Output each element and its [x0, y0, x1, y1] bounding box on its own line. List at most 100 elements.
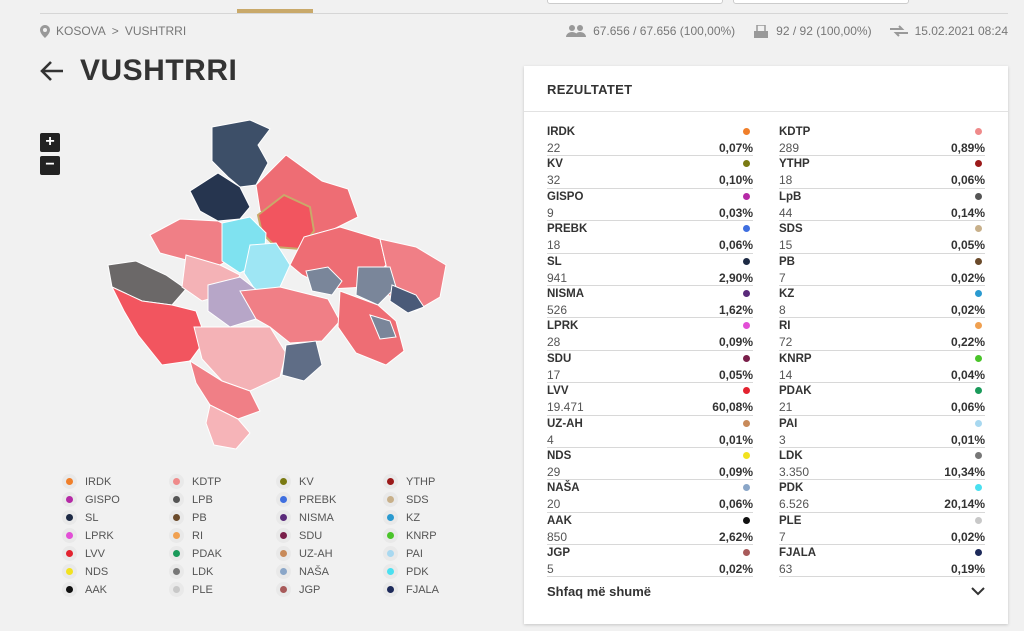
region-south-tip[interactable]	[205, 404, 251, 450]
party-name: PDAK	[779, 385, 812, 398]
legend-swatch	[62, 546, 77, 561]
party-percent: 0,01%	[718, 432, 753, 447]
region-pristina-pdk[interactable]	[243, 242, 291, 292]
region-south-east-ldk[interactable]	[369, 314, 397, 340]
legend-item[interactable]: SL	[62, 509, 169, 526]
region-east-fjala[interactable]	[389, 284, 425, 314]
region-south-ldk[interactable]	[281, 340, 323, 382]
party-percent: 0,04%	[950, 367, 985, 382]
top-dropdown-right[interactable]	[733, 0, 909, 4]
legend-item[interactable]: NAŠA	[276, 563, 383, 580]
region-south-center[interactable]	[193, 326, 287, 392]
legend-label: NDS	[85, 565, 109, 578]
party-color-dot	[743, 192, 750, 200]
zoom-out-button[interactable]: −	[40, 156, 60, 175]
region-north-west-sl[interactable]	[189, 172, 251, 222]
legend-label: LVV	[85, 547, 105, 560]
legend-item[interactable]: LVV	[62, 545, 169, 562]
legend-item[interactable]: PDAK	[169, 545, 276, 562]
party-name: GISPO	[547, 190, 584, 203]
legend-item[interactable]: KZ	[383, 509, 490, 526]
legend-item[interactable]: LPRK	[62, 527, 169, 544]
region-east-ldk-2[interactable]	[355, 266, 397, 306]
results-panel: REZULTATET IRDK 22 0,07% KV 32 0,10% GISPO 9 0,0…	[524, 66, 1008, 624]
back-arrow-icon[interactable]	[40, 60, 64, 82]
legend-swatch	[62, 510, 77, 525]
party-name: IRDK	[547, 126, 576, 138]
legend-item[interactable]: AAK	[62, 581, 169, 598]
legend-item[interactable]: YTHP	[383, 473, 490, 490]
region-west-large[interactable]	[110, 285, 207, 366]
legend-label: LDK	[192, 565, 214, 578]
region-south-east[interactable]	[337, 290, 405, 366]
party-percent: 0,06%	[950, 173, 985, 188]
legend-swatch	[169, 474, 184, 489]
legend-item[interactable]: GISPO	[62, 491, 169, 508]
legend-item[interactable]: NISMA	[276, 509, 383, 526]
legend-item[interactable]: PREBK	[276, 491, 383, 508]
legend-swatch	[169, 528, 184, 543]
legend-label: NAŠA	[299, 565, 329, 578]
legend-item[interactable]: PLE	[169, 581, 276, 598]
legend-item[interactable]: IRDK	[62, 473, 169, 490]
legend-item[interactable]: FJALA	[383, 581, 490, 598]
party-color-dot	[975, 516, 982, 524]
top-dropdown-left[interactable]	[547, 0, 723, 4]
party-votes: 44	[779, 205, 793, 220]
legend-item[interactable]: RI	[169, 527, 276, 544]
party-votes: 526	[547, 302, 568, 317]
party-percent: 0,07%	[718, 141, 753, 155]
legend-swatch	[383, 492, 398, 507]
polling-stations-value: 92 / 92 (100,00%)	[776, 24, 872, 38]
party-percent: 0,02%	[950, 529, 985, 544]
legend-item[interactable]: SDS	[383, 491, 490, 508]
party-color-dot	[743, 128, 750, 135]
legend-item[interactable]: JGP	[276, 581, 383, 598]
location-pin-icon	[40, 24, 50, 38]
region-south-west[interactable]	[189, 359, 261, 420]
legend-swatch	[383, 582, 398, 597]
show-more-button[interactable]: Shfaq më shumë	[547, 584, 985, 599]
legend-item[interactable]: UZ-AH	[276, 545, 383, 562]
result-row: KZ 8 0,02%	[779, 286, 985, 319]
party-color-dot	[975, 192, 982, 200]
legend-item[interactable]: NDS	[62, 563, 169, 580]
legend-item[interactable]: KDTP	[169, 473, 276, 490]
party-percent: 0,02%	[950, 270, 985, 285]
party-percent: 0,09%	[718, 464, 753, 479]
party-percent: 0,14%	[950, 205, 985, 220]
region-north-sl[interactable]	[211, 119, 271, 188]
party-name: SDU	[547, 352, 572, 365]
legend-item[interactable]: PAI	[383, 545, 490, 562]
result-row: LpB 44 0,14%	[779, 189, 985, 222]
legend-item[interactable]: KNRP	[383, 527, 490, 544]
region-east-ldk-1[interactable]	[305, 266, 343, 296]
legend-swatch	[276, 528, 291, 543]
party-percent: 2,62%	[718, 529, 753, 544]
party-name: PDK	[779, 482, 804, 495]
party-percent: 0,09%	[718, 335, 753, 350]
legend-swatch	[62, 474, 77, 489]
legend-item[interactable]: SDU	[276, 527, 383, 544]
legend-swatch	[169, 510, 184, 525]
party-percent: 0,06%	[718, 238, 753, 253]
region-center-south[interactable]	[239, 286, 341, 344]
party-color-dot	[743, 322, 750, 330]
legend-swatch	[169, 492, 184, 507]
party-color-dot	[975, 387, 982, 395]
party-color-dot	[975, 160, 982, 168]
zoom-in-button[interactable]: +	[40, 133, 60, 152]
legend-item[interactable]: PDK	[383, 563, 490, 580]
party-color-dot	[743, 354, 750, 362]
result-row: SL 941 2,90%	[547, 254, 753, 286]
legend-item[interactable]: LPB	[169, 491, 276, 508]
legend-label: PB	[192, 511, 207, 524]
party-name: NAŠA	[547, 482, 580, 495]
legend-label: GISPO	[85, 493, 120, 506]
legend-item[interactable]: PB	[169, 509, 276, 526]
kosovo-map[interactable]	[90, 115, 460, 455]
legend-item[interactable]: LDK	[169, 563, 276, 580]
legend-item[interactable]: KV	[276, 473, 383, 490]
breadcrumb-root[interactable]: KOSOVA	[56, 24, 106, 38]
map-zoom-controls: + −	[40, 133, 60, 179]
